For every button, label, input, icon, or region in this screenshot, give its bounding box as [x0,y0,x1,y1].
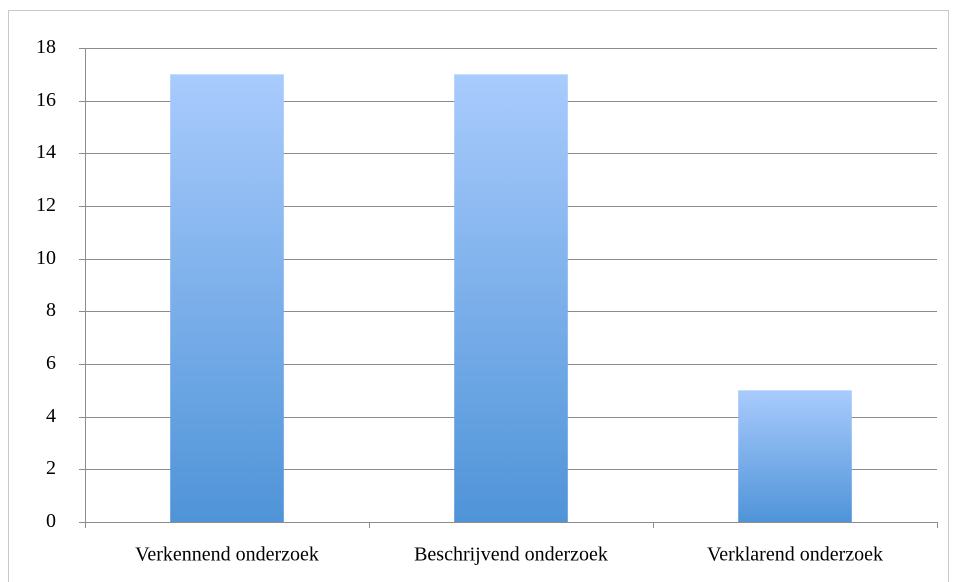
y-tick-label: 14 [36,141,56,163]
y-tick-label: 0 [46,510,56,532]
y-tick-label: 4 [46,405,56,427]
y-tick-label: 2 [46,457,56,479]
bar [170,74,284,522]
y-tick-label: 8 [46,299,56,321]
x-tick-label: Beschrijvend onderzoek [414,544,608,566]
x-tick-label: Verkennend onderzoek [135,544,319,566]
y-tick-label: 16 [36,89,56,111]
y-tick-label: 18 [36,36,56,58]
bar [454,74,568,522]
y-tick-label: 12 [36,194,56,216]
chart-frame [8,10,949,582]
bar [738,390,852,522]
x-tick-label: Verklarend onderzoek [707,544,883,566]
y-tick-label: 10 [36,247,56,269]
y-tick-label: 6 [46,352,56,374]
